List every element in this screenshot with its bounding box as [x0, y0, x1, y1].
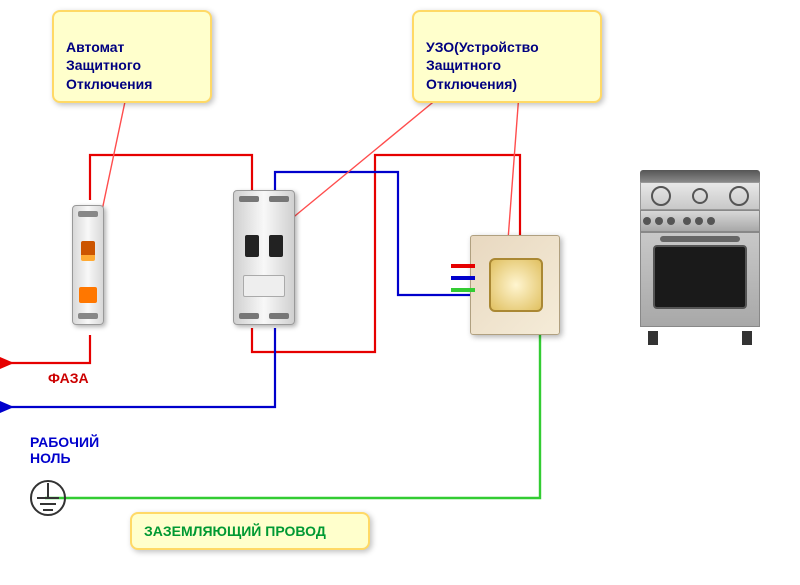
phase-input-arrow: [0, 357, 14, 369]
rcd-label-box: УЗО(Устройство Защитного Отключения): [412, 10, 602, 103]
phase-label: ФАЗА: [48, 370, 89, 386]
neutral-wire-2: [275, 172, 473, 295]
breaker-label-text: Автомат Защитного Отключения: [66, 39, 152, 91]
electric-stove: [640, 170, 760, 350]
rcd-device: [225, 180, 303, 335]
breaker-label-box: Автомат Защитного Отключения: [52, 10, 212, 103]
rcd-label-text: УЗО(Устройство Защитного Отключения): [426, 39, 539, 91]
wall-socket: [470, 235, 560, 335]
ground-symbol: [28, 478, 68, 529]
neutral-input-arrow: [0, 401, 14, 413]
circuit-breaker-device: [64, 195, 112, 335]
neutral-wire-1: [0, 328, 275, 407]
ground-label-box: ЗАЗЕМЛЯЮЩИЙ ПРОВОД: [130, 512, 370, 550]
neutral-label: РАБОЧИЙ НОЛЬ: [30, 418, 99, 466]
ground-label-text: ЗАЗЕМЛЯЮЩИЙ ПРОВОД: [144, 523, 326, 539]
callout-line-3: [508, 80, 520, 240]
